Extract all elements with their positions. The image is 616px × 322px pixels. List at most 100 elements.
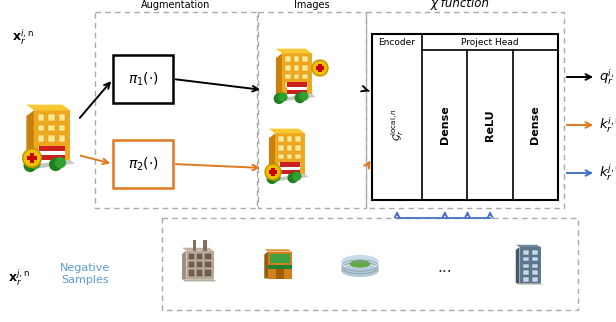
Bar: [268, 251, 292, 279]
Polygon shape: [26, 105, 70, 110]
Circle shape: [264, 163, 282, 181]
Bar: [197, 270, 202, 276]
Polygon shape: [276, 49, 312, 53]
Circle shape: [23, 159, 37, 172]
Polygon shape: [26, 160, 75, 169]
Bar: [294, 65, 299, 71]
Bar: [27, 156, 37, 160]
Bar: [318, 64, 322, 72]
Bar: [302, 74, 308, 79]
Bar: [192, 240, 197, 251]
Bar: [30, 153, 34, 163]
Bar: [532, 250, 538, 254]
Circle shape: [274, 93, 285, 104]
Bar: [366, 12, 564, 208]
Bar: [532, 270, 538, 275]
Bar: [59, 114, 65, 121]
Bar: [522, 250, 529, 254]
Bar: [285, 65, 291, 71]
Polygon shape: [26, 110, 34, 166]
Bar: [59, 146, 65, 152]
Text: Dense: Dense: [530, 106, 540, 144]
Bar: [205, 270, 211, 276]
Circle shape: [29, 158, 41, 169]
Bar: [258, 12, 366, 208]
Bar: [269, 170, 277, 174]
Bar: [282, 53, 312, 94]
Bar: [522, 277, 529, 281]
Bar: [34, 110, 70, 160]
Bar: [278, 145, 284, 150]
Bar: [203, 240, 207, 251]
Bar: [532, 277, 538, 281]
Text: Dense: Dense: [440, 106, 450, 144]
Circle shape: [22, 148, 42, 168]
Text: χ function: χ function: [431, 0, 490, 10]
Polygon shape: [276, 94, 316, 102]
Bar: [38, 125, 44, 131]
Circle shape: [278, 92, 288, 102]
Bar: [522, 257, 529, 261]
Text: $\mathcal{G}_r^{\mathrm{local},n}$: $\mathcal{G}_r^{\mathrm{local},n}$: [389, 109, 405, 141]
Text: $k_r^{i,\mathrm{n}}$: $k_r^{i,\mathrm{n}}$: [599, 115, 616, 135]
Bar: [296, 154, 301, 159]
Circle shape: [294, 92, 306, 103]
Polygon shape: [516, 283, 543, 285]
Bar: [522, 270, 529, 275]
Bar: [188, 254, 194, 259]
Bar: [302, 56, 308, 62]
Polygon shape: [516, 247, 519, 283]
Bar: [296, 137, 301, 142]
Bar: [532, 257, 538, 261]
Bar: [294, 82, 299, 88]
Text: $\pi_2(\cdot)$: $\pi_2(\cdot)$: [128, 155, 158, 173]
Bar: [270, 254, 290, 263]
Bar: [113, 140, 173, 188]
Circle shape: [311, 59, 329, 77]
Circle shape: [271, 172, 281, 182]
Bar: [532, 263, 538, 268]
Bar: [287, 154, 293, 159]
Bar: [278, 154, 284, 159]
Polygon shape: [269, 174, 309, 182]
Text: $\pi_1(\cdot)$: $\pi_1(\cdot)$: [128, 70, 158, 88]
Polygon shape: [516, 245, 540, 247]
Bar: [272, 168, 275, 176]
Bar: [286, 87, 307, 90]
Text: ...: ...: [438, 260, 452, 276]
Ellipse shape: [341, 264, 379, 277]
Polygon shape: [269, 133, 275, 179]
Bar: [285, 56, 291, 62]
Polygon shape: [264, 251, 268, 279]
Circle shape: [288, 172, 298, 183]
Text: $q_r^{i,\mathrm{n}}$: $q_r^{i,\mathrm{n}}$: [599, 67, 616, 87]
Circle shape: [265, 164, 281, 180]
Bar: [302, 65, 308, 71]
Circle shape: [23, 149, 41, 167]
Text: $\mathbf{x}_r^{j,\mathrm{n}}$: $\mathbf{x}_r^{j,\mathrm{n}}$: [8, 268, 30, 288]
Text: Project Head: Project Head: [461, 37, 519, 46]
Polygon shape: [182, 251, 187, 279]
Bar: [48, 135, 55, 142]
Bar: [59, 125, 65, 131]
Text: ReLU: ReLU: [485, 109, 495, 141]
Bar: [188, 270, 194, 276]
Ellipse shape: [349, 260, 371, 268]
Text: Encoder: Encoder: [379, 37, 416, 46]
Text: $k_r^{j,\mathrm{n}}$: $k_r^{j,\mathrm{n}}$: [599, 163, 616, 183]
Bar: [277, 269, 283, 279]
Bar: [296, 145, 301, 150]
Bar: [38, 146, 44, 152]
Bar: [187, 251, 214, 279]
Ellipse shape: [341, 255, 379, 268]
Polygon shape: [269, 129, 305, 133]
Polygon shape: [182, 248, 214, 251]
Bar: [48, 114, 55, 121]
Bar: [197, 262, 202, 267]
Text: $\mathbf{x}_r^{i,\mathrm{n}}$: $\mathbf{x}_r^{i,\mathrm{n}}$: [12, 28, 34, 47]
Bar: [39, 146, 65, 160]
Bar: [280, 167, 301, 170]
Bar: [285, 74, 291, 79]
Bar: [287, 145, 293, 150]
Bar: [48, 146, 55, 152]
